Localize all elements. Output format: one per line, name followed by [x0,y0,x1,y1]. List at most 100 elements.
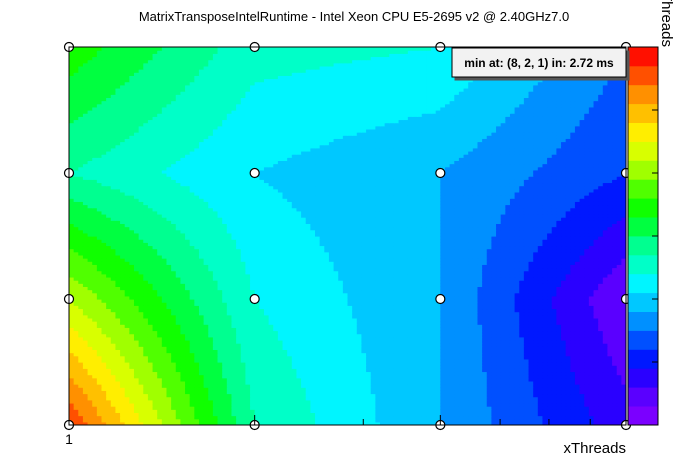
heatmap-cell [106,387,112,391]
heatmap-cell [486,321,492,325]
heatmap-cell [194,421,200,425]
heatmap-cell [254,324,260,328]
heatmap-cell [333,387,339,391]
heatmap-cell [226,390,233,395]
heatmap-cell [435,321,441,325]
heatmap-cell [161,377,168,382]
heatmap-cell [305,387,311,391]
heatmap-cell [92,343,98,347]
heatmap-cell [120,399,126,404]
heatmap-cell [110,390,117,395]
heatmap-cell [523,406,530,410]
heatmap-cell [458,396,465,401]
heatmap-cell [588,380,595,385]
heatmap-cell [212,289,219,294]
heatmap-cell [379,308,386,313]
heatmap-cell [259,314,265,319]
heatmap-cell [398,349,404,354]
heatmap-cell [282,380,288,385]
heatmap-cell [315,302,321,306]
heatmap-cell [217,311,223,316]
heatmap-cell [222,343,228,347]
heatmap-cell [291,314,298,319]
heatmap-cell [328,396,335,401]
heatmap-cell [602,333,609,338]
heatmap-cell [82,380,89,385]
heatmap-cell [384,299,390,303]
heatmap-cell [384,327,390,332]
heatmap-cell [602,409,609,413]
heatmap-cell [226,311,233,316]
heatmap-cell [208,311,214,316]
heatmap-cell [259,396,265,401]
heatmap-cell [319,393,325,398]
heatmap-cell [231,349,237,354]
heatmap-cell [226,317,233,322]
heatmap-cell [212,283,219,287]
heatmap-cell [384,371,390,376]
heatmap-cell [194,305,200,310]
heatmap-cell [347,305,353,310]
heatmap-cell [403,412,409,417]
heatmap-cell [444,418,451,423]
heatmap-cell [217,402,223,407]
heatmap-cell [565,418,571,423]
heatmap-cell [328,406,335,410]
heatmap-cell [431,390,437,395]
heatmap-cell [250,321,256,325]
heatmap-cell [440,358,446,363]
heatmap-cell [226,321,233,325]
heatmap-cell [208,289,214,294]
heatmap-cell [398,396,404,401]
heatmap-cell [185,346,191,350]
heatmap-cell [310,387,316,391]
heatmap-cell [366,343,372,347]
heatmap-cell [421,330,428,335]
heatmap-cell [361,380,367,385]
heatmap-cell [584,412,590,417]
heatmap-cell [338,321,344,325]
heatmap-cell [398,393,404,398]
heatmap-cell [250,358,256,363]
heatmap-cell [180,402,186,407]
heatmap-cell [319,324,325,328]
heatmap-cell [259,317,265,322]
heatmap-cell [166,349,172,354]
heatmap-cell [500,355,506,360]
heatmap-cell [370,380,376,385]
heatmap-cell [551,371,557,376]
heatmap-cell [87,371,93,376]
heatmap-cell [533,402,539,407]
heatmap-cell [426,343,432,347]
heatmap-cell [254,336,260,341]
heatmap-cell [226,330,233,335]
heatmap-cell [143,308,149,313]
heatmap-cell [561,314,567,319]
heatmap-cell [542,387,548,391]
heatmap-cell [621,327,626,332]
heatmap-cell [106,406,112,410]
heatmap-cell [287,305,293,310]
heatmap-cell [138,393,144,398]
heatmap-cell [73,380,79,385]
heatmap-cell [87,346,93,350]
heatmap-cell [602,374,609,379]
heatmap-cell [231,299,237,303]
heatmap-cell [491,352,497,357]
heatmap-cell [273,362,279,366]
heatmap-cell [124,317,130,322]
heatmap-cell [607,384,613,388]
heatmap-cell [607,421,613,425]
heatmap-cell [547,333,553,338]
heatmap-cell [588,330,595,335]
heatmap-cell [440,362,446,366]
heatmap-cell [171,384,177,388]
heatmap-cell [69,330,75,335]
heatmap-cell [73,390,79,395]
heatmap-cell [171,299,177,303]
heatmap-cell [319,377,325,382]
heatmap-cell [579,299,585,303]
heatmap-cell [171,358,177,363]
heatmap-cell [389,415,395,420]
heatmap-cell [171,305,177,310]
